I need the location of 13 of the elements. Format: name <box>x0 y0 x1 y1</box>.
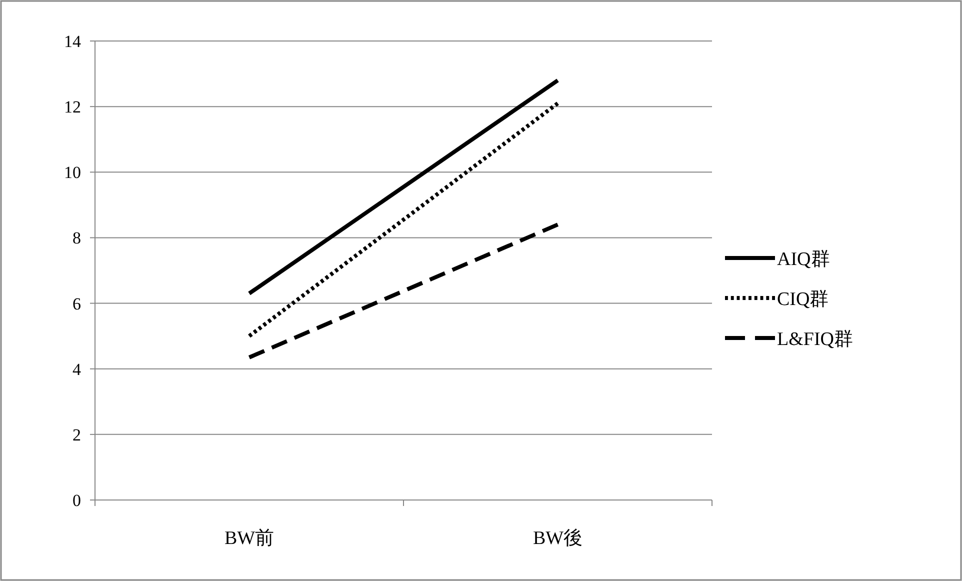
legend-label: L&FIQ群 <box>777 329 853 350</box>
x-tick-label: BW後 <box>532 528 583 549</box>
y-tick-label: 12 <box>64 98 81 117</box>
y-tick-label: 10 <box>64 163 81 182</box>
y-tick-label: 8 <box>72 228 81 248</box>
y-tick-label: 14 <box>64 32 82 51</box>
y-tick-label: 4 <box>72 360 82 379</box>
y-tick-label: 2 <box>72 425 81 444</box>
x-tick-label: BW前 <box>224 528 274 549</box>
y-tick-label: 6 <box>72 294 81 314</box>
legend-label: AIQ群 <box>777 249 830 270</box>
legend-label: CIQ群 <box>777 289 829 310</box>
y-tick-label: 0 <box>72 491 81 510</box>
